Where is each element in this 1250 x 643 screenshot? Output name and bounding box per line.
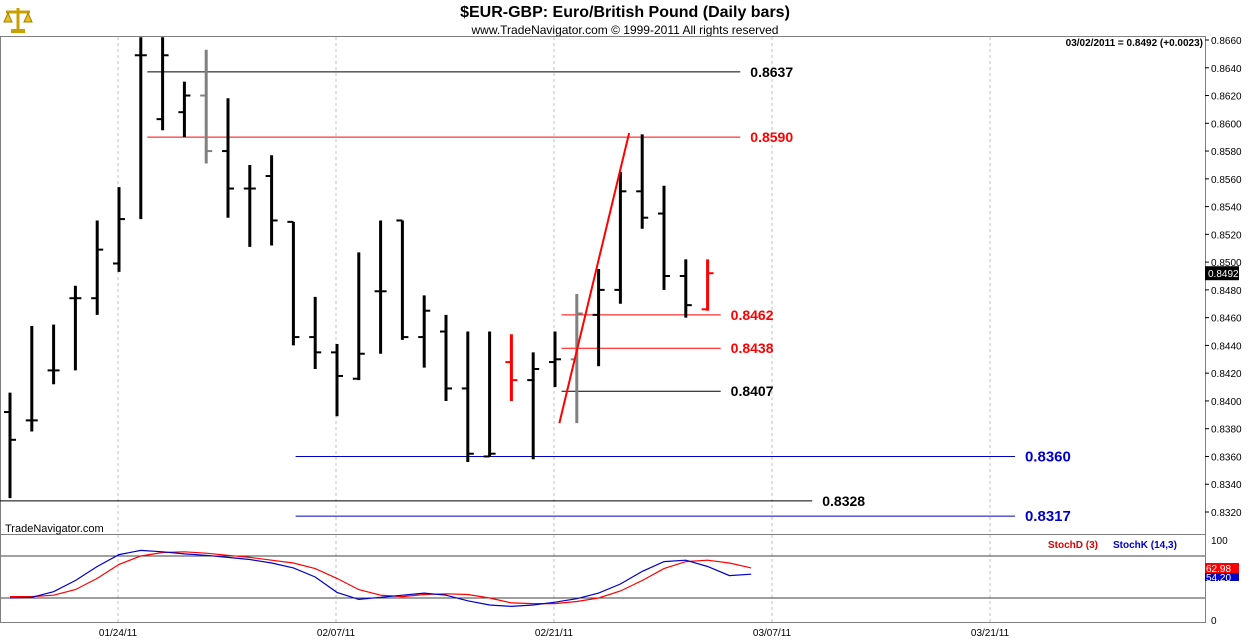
chart-subtitle: www.TradeNavigator.com © 1999-2011 All r…: [471, 23, 779, 37]
ohlc-bar: [374, 220, 387, 354]
ohlc-bar: [614, 171, 627, 304]
ohlc-bar: [287, 220, 300, 346]
price-tick-label: 0.8320: [1211, 508, 1242, 519]
date-tick-label: 02/21/11: [535, 628, 574, 639]
price-axis: 0.8660 0.8640 0.8620 0.8600 0.8580 0.8560 0.85…: [1205, 36, 1242, 519]
ohlc-bar: [418, 295, 431, 368]
price-tick-label: 0.8380: [1211, 425, 1242, 436]
trendline-segment: [558, 132, 631, 424]
chart-title: $EUR-GBP: Euro/British Pound (Daily bars…: [460, 4, 790, 21]
ohlc-bar: [178, 81, 191, 138]
price-tick-label: 0.8560: [1211, 175, 1242, 186]
ohlc-bar: [69, 285, 82, 371]
ohlc-bar: [91, 220, 104, 315]
stoch-flag-k-label: 54.20: [1206, 573, 1231, 584]
ohlc-bar: [222, 98, 234, 218]
stoch-tick-label: 0: [1211, 616, 1217, 627]
ohlc-bar: [243, 164, 256, 247]
last-price-flag: [1205, 266, 1239, 281]
price-tick-label: 0.8480: [1211, 286, 1242, 297]
ohlc-bar: [570, 294, 583, 424]
price-tick-label: 0.8660: [1211, 36, 1242, 47]
ohlc-bar: [25, 325, 38, 432]
ohlc-bar: [701, 259, 714, 311]
ohlc-bar: [156, 37, 169, 131]
ohlc-bar: [483, 331, 496, 458]
level-label: 0.8360: [1025, 448, 1071, 465]
date-tick-label: 01/24/11: [99, 628, 138, 639]
ohlc-bar: [200, 49, 213, 164]
ohlc-bar: [134, 37, 147, 220]
ohlc-bar: [331, 344, 343, 417]
ohlc-bar: [549, 331, 561, 388]
ohlc-bar: [527, 352, 540, 460]
ohlc-bar: [396, 219, 409, 340]
level-label: 0.8637: [750, 64, 793, 80]
quote-readout: 03/02/2011 = 0.8492 (+0.0023): [1066, 38, 1203, 49]
date-tick-label: 03/07/11: [753, 628, 792, 639]
ohlc-bar: [636, 134, 649, 229]
trendline: [558, 132, 631, 424]
price-tick-label: 0.8580: [1211, 147, 1242, 158]
ohlc-bar: [113, 187, 125, 272]
horizontal-levels: 0.8637 0.8590 0.8462 0.8438 0.8407 0.8360 0.83…: [0, 64, 1071, 525]
price-tick-label: 0.8340: [1211, 480, 1242, 491]
level-label: 0.8328: [822, 493, 865, 509]
price-tick-label: 0.8360: [1211, 452, 1242, 463]
watermark: TradeNavigator.com: [5, 523, 104, 535]
level-label: 0.8407: [731, 383, 774, 399]
date-tick-label: 03/21/11: [971, 628, 1010, 639]
level-label: 0.8462: [731, 307, 774, 323]
scales-icon: [2, 4, 34, 34]
price-tick-label: 0.8440: [1211, 341, 1242, 352]
stoch-panel-frame: [0, 534, 1206, 623]
ohlc-bar: [47, 324, 60, 385]
ohlc-bar: [658, 185, 670, 290]
stoch-tick-label: 100: [1211, 536, 1228, 547]
ohlc-bar: [679, 259, 692, 318]
price-tick-label: 0.8540: [1211, 203, 1242, 214]
price-tick-label: 0.8520: [1211, 230, 1242, 241]
price-tick-label: 0.8460: [1211, 314, 1242, 325]
level-label: 0.8438: [731, 340, 774, 356]
stoch-legend-k: StochK (14,3): [1113, 540, 1177, 551]
stoch-legend-d: StochD (3): [1048, 540, 1098, 551]
stoch-series-line: [9, 549, 752, 608]
ohlc-bar: [440, 314, 452, 401]
grid-lines: [117, 37, 991, 622]
date-tick-label: 02/07/11: [317, 628, 356, 639]
stoch-flag-k: [1205, 573, 1239, 581]
date-axis: 01/24/11 02/07/11 02/21/11 03/07/11 03/21/11: [99, 628, 1010, 639]
ohlc-bar: [4, 392, 16, 499]
ohlc-bar: [592, 269, 605, 367]
price-bars: [4, 37, 714, 499]
stoch-flag-d: [1205, 563, 1239, 573]
ohlc-bar: [309, 296, 322, 370]
price-tick-label: 0.8600: [1211, 119, 1242, 130]
price-tick-label: 0.8640: [1211, 64, 1242, 75]
ohlc-bar: [461, 331, 474, 463]
stoch-series-line: [10, 551, 752, 605]
level-label: 0.8590: [750, 129, 793, 145]
ohlc-bar: [352, 252, 365, 381]
price-tick-label: 0.8500: [1211, 258, 1242, 269]
ohlc-bar: [265, 155, 278, 246]
ohlc-bar: [505, 334, 518, 401]
last-price-label: 0.8492: [1208, 269, 1239, 280]
price-tick-label: 0.8400: [1211, 397, 1242, 408]
price-tick-label: 0.8620: [1211, 92, 1242, 103]
price-tick-label: 0.8420: [1211, 369, 1242, 380]
level-label: 0.8317: [1025, 508, 1071, 525]
stoch-flag-d-label: 62.98: [1206, 564, 1231, 575]
